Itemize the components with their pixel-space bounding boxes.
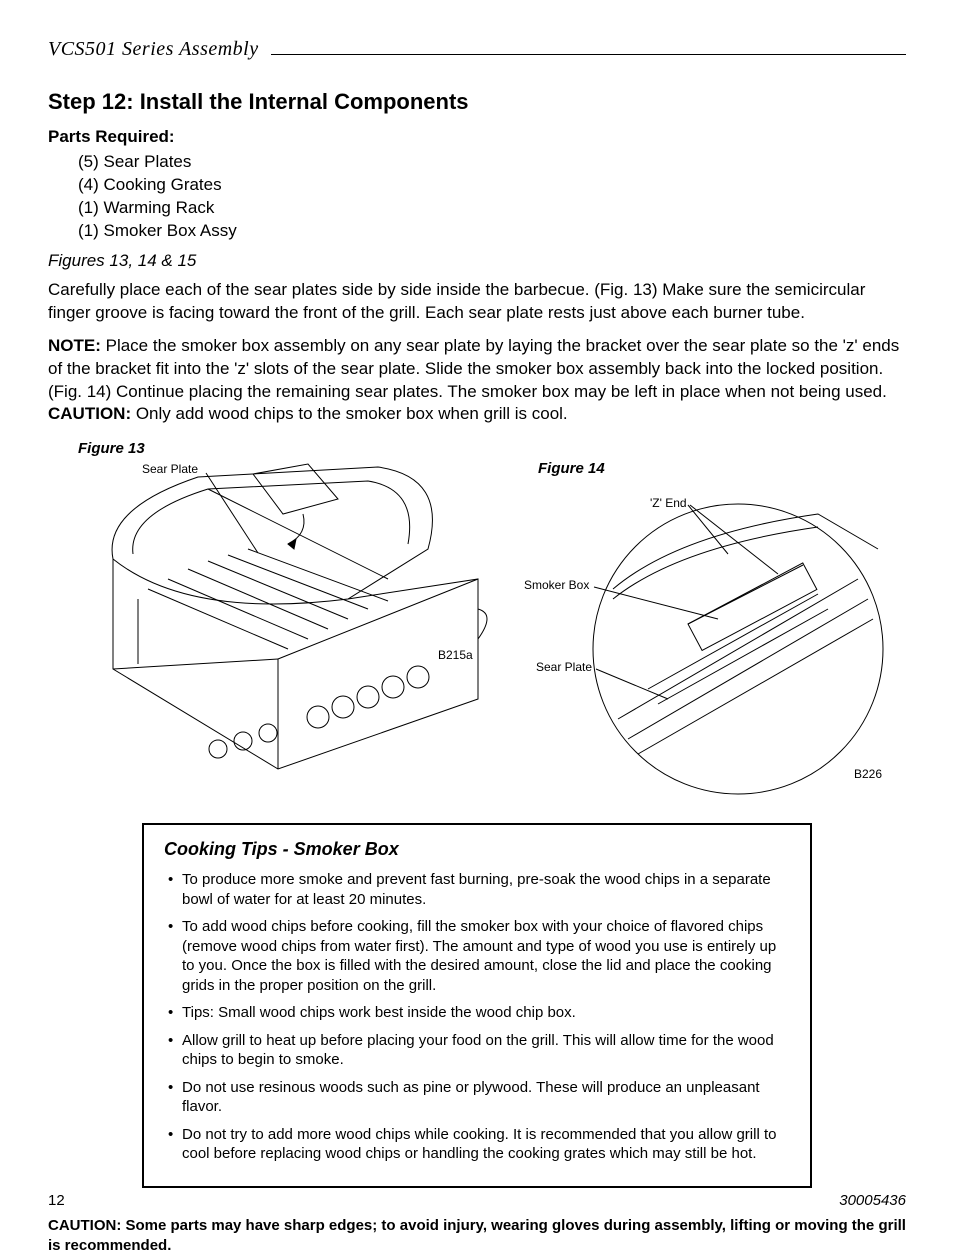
figure-13: Figure 13 Sear Plate: [78, 440, 498, 799]
note-label: NOTE:: [48, 336, 101, 355]
figure-13-caption: Figure 13: [78, 440, 498, 457]
caution-footer: CAUTION: Some parts may have sharp edges…: [48, 1216, 906, 1256]
tip-item: Do not use resinous woods such as pine o…: [164, 1078, 790, 1117]
tip-item: Do not try to add more wood chips while …: [164, 1125, 790, 1164]
tip-item: Allow grill to heat up before placing yo…: [164, 1031, 790, 1070]
caution-text: Only add wood chips to the smoker box wh…: [131, 404, 568, 423]
tip-item: Tips: Small wood chips work best inside …: [164, 1003, 790, 1023]
cooking-tips-title: Cooking Tips - Smoker Box: [164, 839, 790, 860]
tip-item: To produce more smoke and prevent fast b…: [164, 870, 790, 909]
paragraph-1: Carefully place each of the sear plates …: [48, 279, 906, 325]
caution-label: CAUTION:: [48, 404, 131, 423]
fig13-callout-sear-plate: Sear Plate: [142, 463, 198, 476]
doc-header-title: VCS501 Series Assembly: [48, 38, 259, 61]
fig13-ref: B215a: [438, 649, 473, 662]
figure-13-diagram: [78, 459, 498, 799]
figures-row: Figure 13 Sear Plate: [78, 440, 906, 799]
parts-list: (5) Sear Plates (4) Cooking Grates (1) W…: [48, 151, 906, 243]
doc-header-row: VCS501 Series Assembly: [48, 38, 906, 67]
tip-item: To add wood chips before cooking, fill t…: [164, 917, 790, 995]
page: VCS501 Series Assembly Step 12: Install …: [0, 0, 954, 1235]
cooking-tips-list: To produce more smoke and prevent fast b…: [164, 870, 790, 1164]
parts-item: (1) Smoker Box Assy: [78, 220, 906, 243]
fig14-callout-smoker-box: Smoker Box: [524, 579, 589, 592]
paragraph-note: NOTE: Place the smoker box assembly on a…: [48, 335, 906, 427]
parts-item: (4) Cooking Grates: [78, 174, 906, 197]
doc-number: 30005436: [839, 1192, 906, 1209]
cooking-tips-box: Cooking Tips - Smoker Box To produce mor…: [142, 823, 812, 1188]
parts-item: (5) Sear Plates: [78, 151, 906, 174]
fig14-callout-z-end: 'Z' End: [650, 497, 687, 510]
figures-reference: Figures 13, 14 & 15: [48, 251, 906, 271]
fig14-callout-sear-plate: Sear Plate: [536, 661, 592, 674]
note-text: Place the smoker box assembly on any sea…: [48, 336, 899, 401]
step-title: Step 12: Install the Internal Components: [48, 89, 906, 115]
fig14-ref: B226: [854, 768, 882, 781]
header-rule: [271, 54, 906, 55]
page-number: 12: [48, 1192, 65, 1209]
parts-required-label: Parts Required:: [48, 127, 906, 147]
figure-14: Figure 14 'Z' End Smoker Box Sear Plate: [518, 440, 898, 799]
figure-14-caption: Figure 14: [538, 460, 898, 477]
figure-14-diagram: [518, 479, 898, 799]
page-footer: 12 30005436: [48, 1192, 906, 1209]
parts-item: (1) Warming Rack: [78, 197, 906, 220]
